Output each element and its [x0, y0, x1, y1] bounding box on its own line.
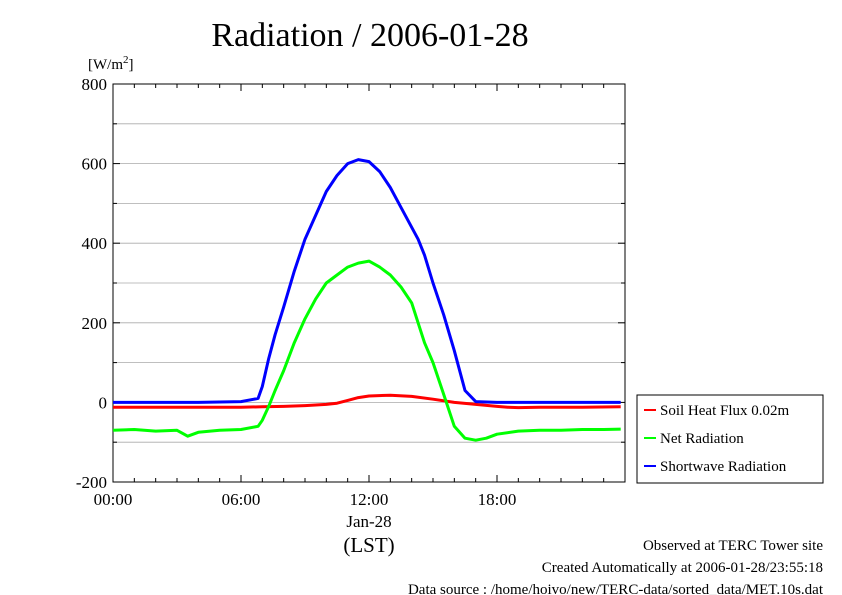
footer-observed-site: Observed at TERC Tower site [643, 538, 823, 554]
legend-label: Shortwave Radiation [660, 459, 787, 475]
y-axis-unit-label: [W/m2] [88, 54, 134, 73]
x-tick-label: 12:00 [350, 490, 389, 509]
series-line-2 [112, 259, 621, 442]
legend-box [636, 394, 824, 484]
x-tick-labels: 00:00 06:00 12:00 18:00 [94, 490, 517, 509]
y-tick-label: 600 [82, 155, 108, 174]
x-axis-label: (LST) [343, 533, 394, 557]
footer-data-source: Data source : /home/hoivo/new/TERC-data/… [408, 582, 824, 595]
y-tick-label: 200 [82, 314, 108, 333]
x-axis-date-label: Jan-28 [346, 512, 391, 531]
legend-label: Soil Heat Flux 0.02m [660, 403, 790, 419]
y-tick-labels: 800 600 400 200 0 -200 [76, 75, 107, 492]
legend-label: Net Radiation [660, 431, 744, 447]
y-tick-label: 0 [99, 393, 108, 412]
axis-ticks [112, 83, 626, 483]
x-tick-label: 06:00 [222, 490, 261, 509]
x-tick-label: 00:00 [94, 490, 133, 509]
x-tick-label: 18:00 [478, 490, 517, 509]
series-line-1 [113, 393, 621, 410]
chart-title: Radiation / 2006-01-28 [211, 17, 528, 54]
legend: Soil Heat Flux 0.02m Net Radiation Shortwa… [644, 403, 790, 475]
y-axis-unit-close: ] [129, 57, 134, 73]
data-series [112, 158, 621, 442]
y-tick-label: -200 [76, 473, 107, 492]
grid-lines [113, 123, 625, 443]
y-tick-label: 400 [82, 234, 108, 253]
footer-created-time: Created Automatically at 2006-01-28/23:5… [542, 560, 823, 576]
y-tick-label: 800 [82, 75, 108, 94]
y-axis-unit-text: [W/m [88, 57, 123, 73]
y-axis-unit-superscript: 2 [123, 54, 129, 66]
series-line-3 [113, 158, 621, 404]
